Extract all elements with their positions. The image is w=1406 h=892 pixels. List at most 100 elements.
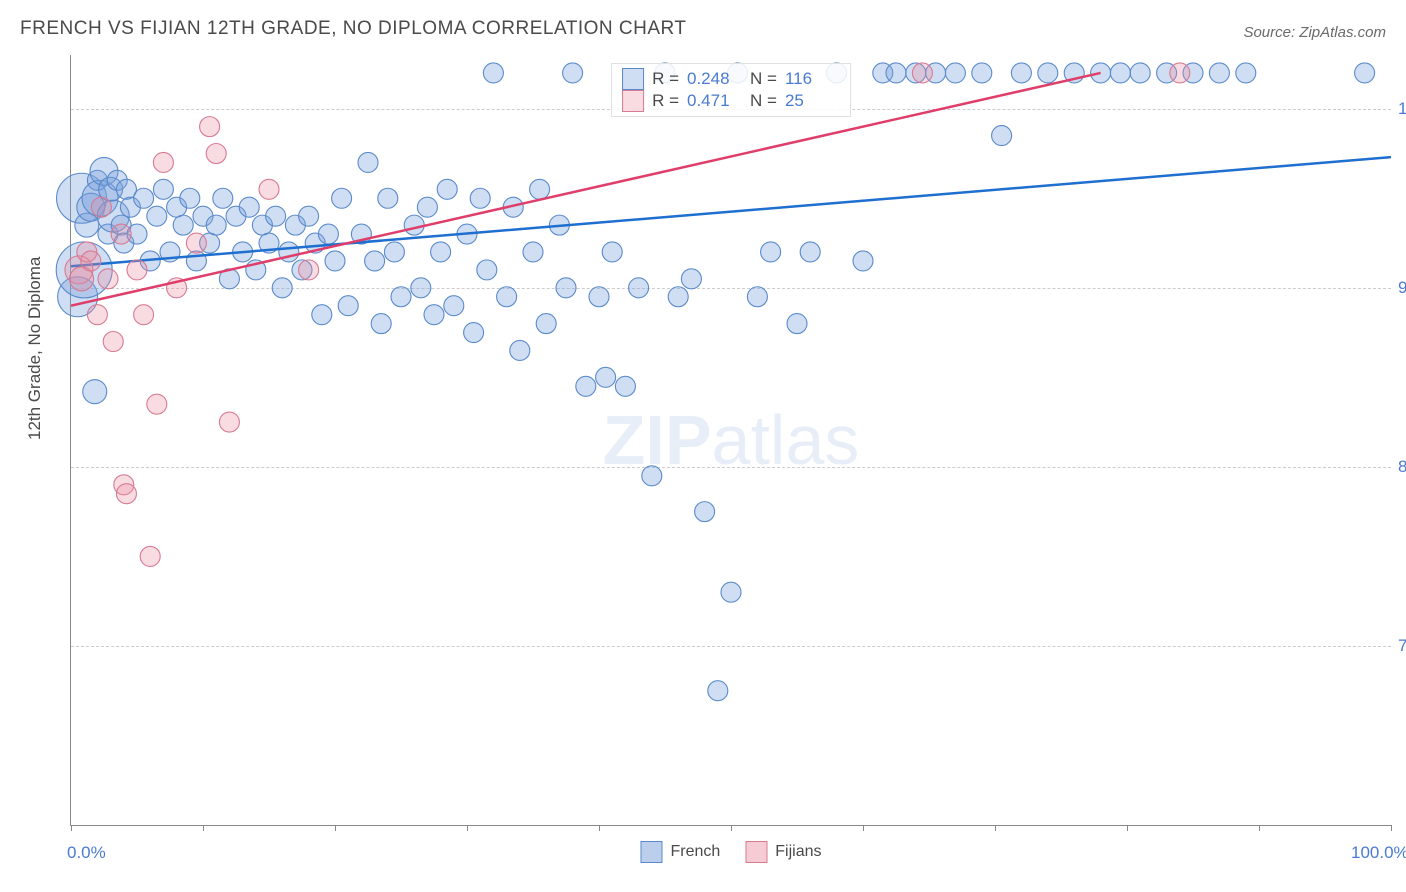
data-point [437, 179, 457, 199]
x-tick [467, 825, 468, 831]
data-point [761, 242, 781, 262]
data-point [91, 197, 111, 217]
data-point [1209, 63, 1229, 83]
data-point [1170, 63, 1190, 83]
data-point [103, 332, 123, 352]
data-point [424, 305, 444, 325]
y-tick-label: 70.0% [1398, 636, 1406, 656]
data-point [81, 251, 101, 271]
legend-label: French [670, 843, 720, 861]
data-point [596, 367, 616, 387]
data-point [800, 242, 820, 262]
data-point [444, 296, 464, 316]
data-point [483, 63, 503, 83]
x-tick [71, 825, 72, 831]
source-label: Source: ZipAtlas.com [1243, 24, 1386, 41]
data-point [536, 314, 556, 334]
y-tick-label: 80.0% [1398, 457, 1406, 477]
legend-label: Fijians [775, 843, 821, 861]
x-tick [863, 825, 864, 831]
data-point [358, 152, 378, 172]
legend-swatch [640, 841, 662, 863]
data-point [299, 260, 319, 280]
data-point [134, 188, 154, 208]
legend-swatch [622, 68, 644, 90]
data-point [431, 242, 451, 262]
data-point [259, 179, 279, 199]
x-tick [995, 825, 996, 831]
data-point [1110, 63, 1130, 83]
data-point [1130, 63, 1150, 83]
data-point [272, 278, 292, 298]
data-point [945, 63, 965, 83]
data-point [681, 269, 701, 289]
data-point [219, 412, 239, 432]
data-point [140, 546, 160, 566]
data-point [470, 188, 490, 208]
data-point [186, 233, 206, 253]
data-point [464, 323, 484, 343]
data-point [147, 394, 167, 414]
legend-swatch [622, 90, 644, 112]
data-point [589, 287, 609, 307]
y-axis-title: 12th Grade, No Diploma [25, 257, 45, 440]
data-point [602, 242, 622, 262]
x-tick [1391, 825, 1392, 831]
data-point [83, 380, 107, 404]
data-point [213, 188, 233, 208]
data-point [1011, 63, 1031, 83]
data-point [299, 206, 319, 226]
data-point [391, 287, 411, 307]
x-tick [1127, 825, 1128, 831]
data-point [371, 314, 391, 334]
legend-item: French [640, 841, 720, 863]
data-point [325, 251, 345, 271]
data-point [87, 305, 107, 325]
chart-title: FRENCH VS FIJIAN 12TH GRADE, NO DIPLOMA … [20, 18, 687, 40]
data-point [98, 269, 118, 289]
x-tick-label: 100.0% [1351, 843, 1406, 863]
data-point [642, 466, 662, 486]
stats-legend: R =0.248N =116R =0.471N =25 [611, 63, 851, 117]
x-tick [599, 825, 600, 831]
data-point [153, 179, 173, 199]
data-point [239, 197, 259, 217]
data-point [312, 305, 332, 325]
x-tick-label: 0.0% [67, 843, 106, 863]
data-point [510, 340, 530, 360]
data-point [180, 188, 200, 208]
data-point [556, 278, 576, 298]
data-point [972, 63, 992, 83]
data-point [695, 502, 715, 522]
data-point [116, 484, 136, 504]
scatter-svg [71, 55, 1391, 825]
y-tick-label: 90.0% [1398, 278, 1406, 298]
data-point [147, 206, 167, 226]
data-point [111, 224, 131, 244]
data-point [787, 314, 807, 334]
data-point [497, 287, 517, 307]
data-point [127, 260, 147, 280]
x-tick [203, 825, 204, 831]
data-point [384, 242, 404, 262]
stats-legend-row: R =0.471N =25 [622, 90, 840, 112]
x-tick [1259, 825, 1260, 831]
data-point [668, 287, 688, 307]
legend-item: Fijians [745, 841, 821, 863]
data-point [563, 63, 583, 83]
data-point [365, 251, 385, 271]
data-point [134, 305, 154, 325]
legend-swatch [745, 841, 767, 863]
data-point [523, 242, 543, 262]
data-point [992, 126, 1012, 146]
data-point [721, 582, 741, 602]
data-point [266, 206, 286, 226]
x-tick [731, 825, 732, 831]
data-point [912, 63, 932, 83]
data-point [1091, 63, 1111, 83]
data-point [477, 260, 497, 280]
data-point [853, 251, 873, 271]
data-point [886, 63, 906, 83]
stats-legend-row: R =0.248N =116 [622, 68, 840, 90]
data-point [411, 278, 431, 298]
